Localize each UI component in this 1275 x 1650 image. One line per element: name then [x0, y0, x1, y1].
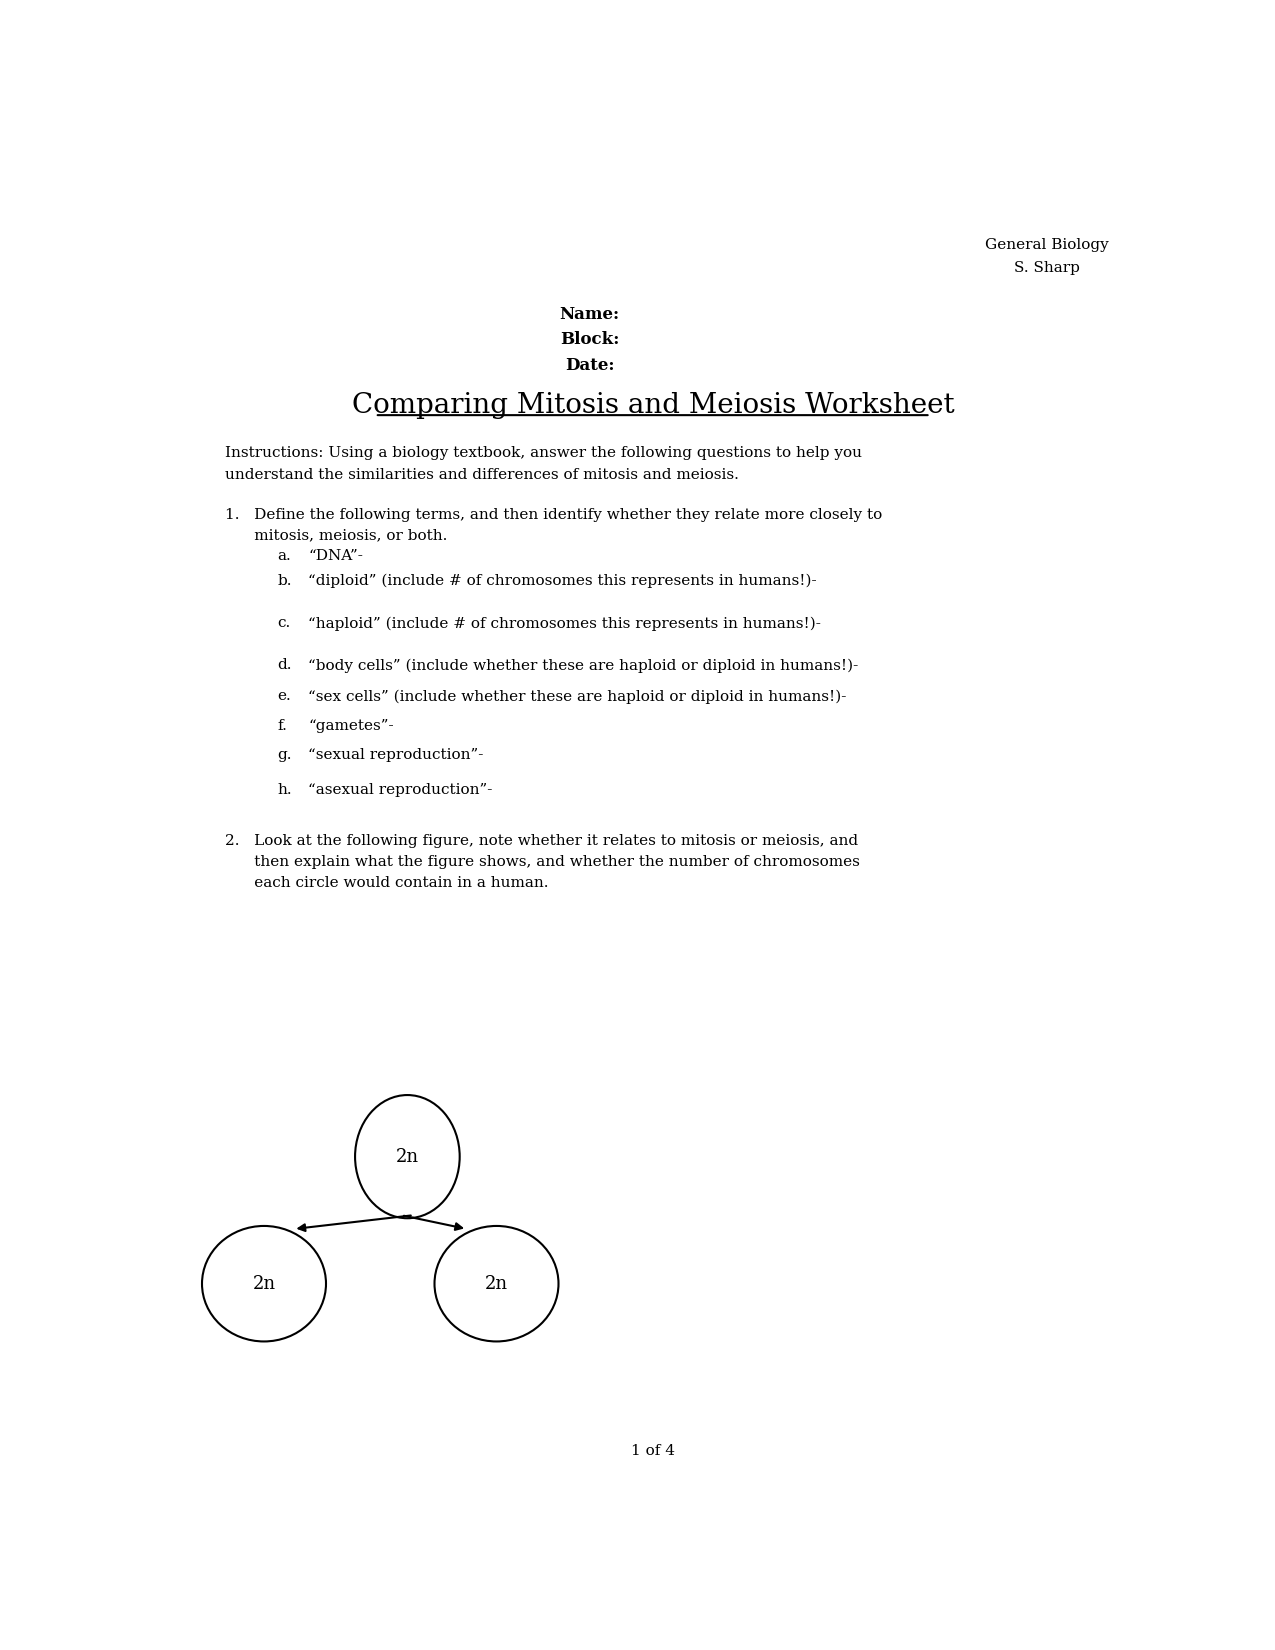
Text: Date:: Date:: [565, 356, 615, 373]
Text: a.: a.: [277, 549, 291, 563]
Text: 1.   Define the following terms, and then identify whether they relate more clos: 1. Define the following terms, and then …: [226, 508, 882, 521]
Text: “asexual reproduction”-: “asexual reproduction”-: [309, 784, 492, 797]
Text: h.: h.: [277, 784, 292, 797]
Text: e.: e.: [277, 690, 291, 703]
Text: General Biology: General Biology: [984, 238, 1109, 252]
Text: “DNA”-: “DNA”-: [309, 549, 363, 563]
Text: c.: c.: [277, 615, 291, 630]
Text: mitosis, meiosis, or both.: mitosis, meiosis, or both.: [226, 528, 448, 543]
Text: g.: g.: [277, 747, 292, 762]
Text: each circle would contain in a human.: each circle would contain in a human.: [226, 876, 548, 891]
Text: understand the similarities and differences of mitosis and meiosis.: understand the similarities and differen…: [226, 469, 739, 482]
Text: “sex cells” (include whether these are haploid or diploid in humans!)-: “sex cells” (include whether these are h…: [309, 690, 847, 703]
Text: 2.   Look at the following figure, note whether it relates to mitosis or meiosis: 2. Look at the following figure, note wh…: [226, 833, 858, 848]
Text: Name:: Name:: [560, 305, 620, 323]
Text: Block:: Block:: [560, 332, 620, 348]
Text: “body cells” (include whether these are haploid or diploid in humans!)-: “body cells” (include whether these are …: [309, 658, 858, 673]
Text: 2n: 2n: [484, 1275, 507, 1292]
Text: f.: f.: [277, 718, 287, 733]
Text: Instructions: Using a biology textbook, answer the following questions to help y: Instructions: Using a biology textbook, …: [226, 446, 862, 460]
Text: then explain what the figure shows, and whether the number of chromosomes: then explain what the figure shows, and …: [226, 855, 861, 870]
Text: 2n: 2n: [252, 1275, 275, 1292]
Text: Comparing Mitosis and Meiosis Worksheet: Comparing Mitosis and Meiosis Worksheet: [352, 393, 955, 419]
Text: “gametes”-: “gametes”-: [309, 718, 394, 733]
Text: “sexual reproduction”-: “sexual reproduction”-: [309, 747, 483, 762]
Text: 1 of 4: 1 of 4: [631, 1444, 676, 1459]
Text: “diploid” (include # of chromosomes this represents in humans!)-: “diploid” (include # of chromosomes this…: [309, 574, 817, 587]
Text: 2n: 2n: [395, 1148, 419, 1165]
Text: “haploid” (include # of chromosomes this represents in humans!)-: “haploid” (include # of chromosomes this…: [309, 615, 821, 630]
Text: b.: b.: [277, 574, 292, 587]
Text: d.: d.: [277, 658, 292, 673]
Text: S. Sharp: S. Sharp: [1014, 261, 1080, 276]
